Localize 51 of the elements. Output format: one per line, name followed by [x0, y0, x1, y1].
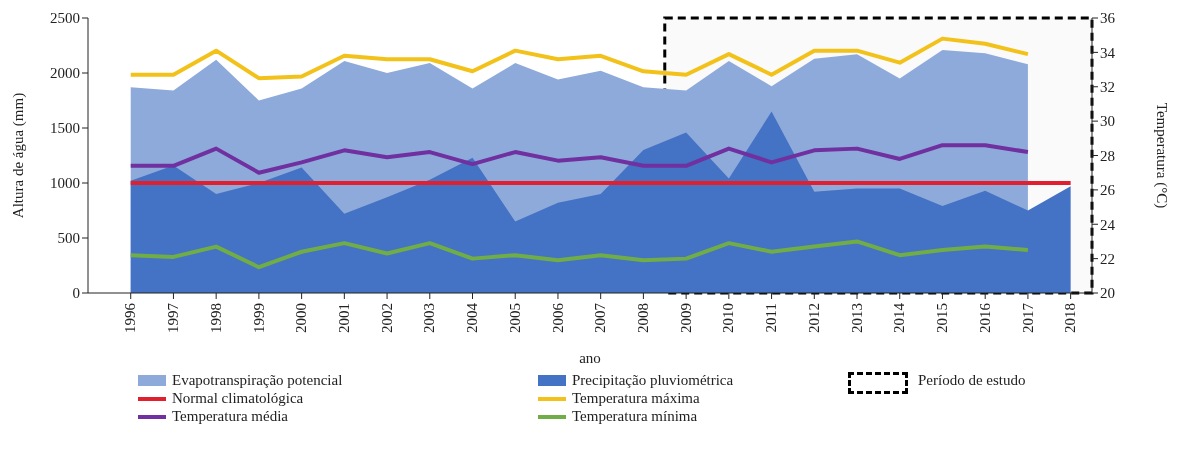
- line-series: [128, 239, 1030, 270]
- y2-tick-label: 22: [1100, 250, 1115, 267]
- y2-tick-label: 24: [1100, 216, 1116, 233]
- x-tick-label: 2008: [635, 303, 652, 333]
- x-tick-label: 2006: [549, 302, 566, 333]
- x-tick-label: 1996: [122, 302, 139, 333]
- y2-tick-label: 30: [1100, 113, 1115, 130]
- legend-label: Temperatura mínima: [572, 408, 698, 425]
- y2-tick-label: 34: [1100, 44, 1116, 61]
- x-tick-label: 2001: [335, 303, 352, 333]
- legend-label: Normal climatológica: [172, 390, 304, 407]
- x-tick-label: 2016: [976, 302, 993, 333]
- legend-label: Temperatura máxima: [572, 390, 700, 407]
- x-tick-label: 2012: [805, 303, 822, 333]
- y-tick-label: 1000: [50, 175, 80, 192]
- y-tick-label: 1500: [50, 120, 80, 137]
- x-tick-label: 2018: [1062, 303, 1079, 333]
- x-tick-label: 2007: [592, 302, 609, 333]
- x-tick-label: 1997: [165, 302, 182, 333]
- x-tick-label: 2014: [891, 302, 908, 333]
- y2-tick-label: 20: [1100, 285, 1115, 302]
- x-tick-label: 2013: [848, 303, 865, 333]
- x-tick-label: 2004: [464, 302, 481, 333]
- legend-label: Precipitação pluviométrica: [572, 372, 734, 389]
- line-series: [128, 143, 1030, 175]
- legend-label: Período de estudo: [918, 372, 1026, 389]
- x-tick-label: 1999: [250, 303, 267, 333]
- y2-tick-label: 36: [1100, 10, 1116, 27]
- x-tick-label: 2000: [293, 303, 310, 333]
- x-tick-label: 2002: [378, 303, 395, 333]
- x-axis-title: ano: [579, 350, 601, 366]
- legend-label: Evapotranspiração potencial: [172, 372, 343, 389]
- y2-axis-title: Temperatura (°C): [1152, 102, 1170, 209]
- x-tick-label: 2003: [421, 303, 438, 333]
- x-tick-label: 2011: [763, 303, 780, 333]
- y2-tick-label: 32: [1100, 79, 1115, 96]
- y-axis-title: Altura de água (mm): [10, 92, 28, 219]
- x-tick-label: 2005: [506, 303, 523, 333]
- legend-label: Temperatura média: [172, 408, 288, 425]
- y-tick-label: 2000: [50, 65, 80, 82]
- y-tick-label: 2500: [50, 10, 80, 27]
- y2-tick-label: 26: [1100, 182, 1116, 199]
- x-tick-label: 2017: [1019, 302, 1036, 333]
- y2-tick-label: 28: [1100, 147, 1115, 164]
- x-tick-label: 1998: [207, 303, 224, 333]
- x-tick-label: 2010: [720, 303, 737, 333]
- y-tick-label: 0: [72, 285, 80, 302]
- x-tick-label: 2009: [677, 303, 694, 333]
- x-tick-label: 2015: [934, 303, 951, 333]
- y-tick-label: 500: [57, 230, 80, 247]
- line-series: [128, 36, 1030, 81]
